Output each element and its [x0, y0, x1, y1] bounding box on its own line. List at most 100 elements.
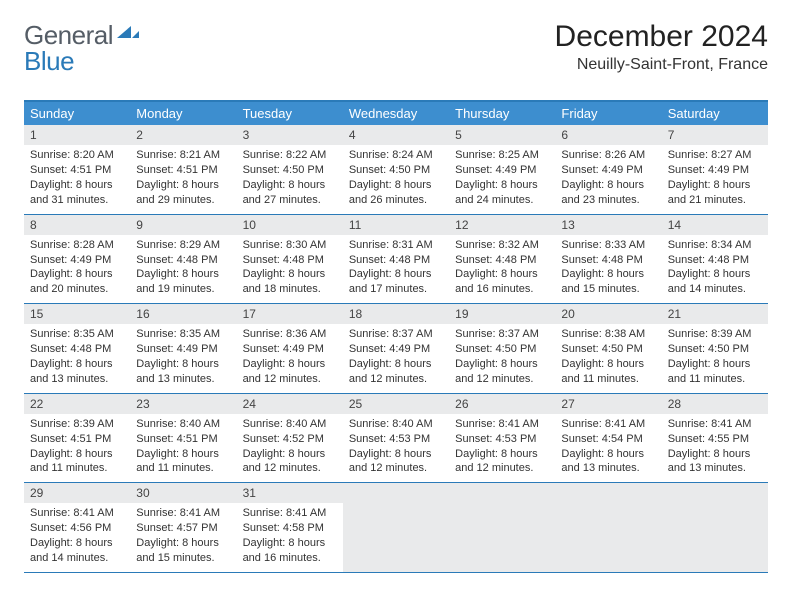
- day-cell: 25Sunrise: 8:40 AMSunset: 4:53 PMDayligh…: [343, 394, 449, 483]
- day-cell: 1Sunrise: 8:20 AMSunset: 4:51 PMDaylight…: [24, 125, 130, 214]
- sunrise-text: Sunrise: 8:37 AM: [349, 327, 443, 342]
- day-number: 6: [555, 125, 661, 145]
- sunrise-text: Sunrise: 8:31 AM: [349, 238, 443, 253]
- daylight-text-2: and 12 minutes.: [349, 461, 443, 476]
- day-number: 21: [662, 304, 768, 324]
- weeks-container: 1Sunrise: 8:20 AMSunset: 4:51 PMDaylight…: [24, 125, 768, 573]
- sunset-text: Sunset: 4:51 PM: [30, 163, 124, 178]
- day-number: 28: [662, 394, 768, 414]
- sunrise-text: Sunrise: 8:37 AM: [455, 327, 549, 342]
- daylight-text-1: Daylight: 8 hours: [349, 267, 443, 282]
- daylight-text-1: Daylight: 8 hours: [455, 357, 549, 372]
- daylight-text-1: Daylight: 8 hours: [455, 178, 549, 193]
- day-cell: 19 Sunrise: 8:37 AMSunset: 4:50 PMDayligh…: [449, 304, 555, 393]
- daylight-text-2: and 29 minutes.: [136, 193, 230, 208]
- daylight-text-1: Daylight: 8 hours: [136, 357, 230, 372]
- daylight-text-1: Daylight: 8 hours: [561, 178, 655, 193]
- sunrise-text: Sunrise: 8:22 AM: [243, 148, 337, 163]
- sunset-text: Sunset: 4:50 PM: [455, 342, 549, 357]
- daylight-text-2: and 14 minutes.: [30, 551, 124, 566]
- sunset-text: Sunset: 4:50 PM: [668, 342, 762, 357]
- sunrise-text: Sunrise: 8:40 AM: [349, 417, 443, 432]
- sunrise-text: Sunrise: 8:41 AM: [30, 506, 124, 521]
- sunset-text: Sunset: 4:55 PM: [668, 432, 762, 447]
- day-cell: 10Sunrise: 8:30 AMSunset: 4:48 PMDayligh…: [237, 215, 343, 304]
- day-number: 3: [237, 125, 343, 145]
- day-number: 17: [237, 304, 343, 324]
- day-number: 12: [449, 215, 555, 235]
- dow-friday: Friday: [555, 102, 661, 125]
- sunset-text: Sunset: 4:52 PM: [243, 432, 337, 447]
- day-number: 23: [130, 394, 236, 414]
- sunrise-text: Sunrise: 8:30 AM: [243, 238, 337, 253]
- sunrise-text: Sunrise: 8:41 AM: [136, 506, 230, 521]
- day-number: 27: [555, 394, 661, 414]
- day-number: 18: [343, 304, 449, 324]
- day-cell: 18Sunrise: 8:37 AMSunset: 4:49 PMDayligh…: [343, 304, 449, 393]
- daylight-text-2: and 24 minutes.: [455, 193, 549, 208]
- day-cell: 22Sunrise: 8:39 AMSunset: 4:51 PMDayligh…: [24, 394, 130, 483]
- sunrise-text: Sunrise: 8:36 AM: [243, 327, 337, 342]
- sunset-text: Sunset: 4:49 PM: [455, 163, 549, 178]
- day-number: 20: [555, 304, 661, 324]
- daylight-text-2: and 12 minutes.: [243, 372, 337, 387]
- daylight-text-2: and 21 minutes.: [668, 193, 762, 208]
- brand-mark-icon: [117, 20, 139, 45]
- sunrise-text: Sunrise: 8:20 AM: [30, 148, 124, 163]
- day-cell: 6Sunrise: 8:26 AMSunset: 4:49 PMDaylight…: [555, 125, 661, 214]
- daylight-text-1: Daylight: 8 hours: [243, 178, 337, 193]
- daylight-text-2: and 13 minutes.: [30, 372, 124, 387]
- day-number: 5: [449, 125, 555, 145]
- day-cell: 20Sunrise: 8:38 AMSunset: 4:50 PMDayligh…: [555, 304, 661, 393]
- sunrise-text: Sunrise: 8:24 AM: [349, 148, 443, 163]
- week-row: 22Sunrise: 8:39 AMSunset: 4:51 PMDayligh…: [24, 394, 768, 484]
- week-row: 8Sunrise: 8:28 AMSunset: 4:49 PMDaylight…: [24, 215, 768, 305]
- day-cell: 7Sunrise: 8:27 AMSunset: 4:49 PMDaylight…: [662, 125, 768, 214]
- day-cell: 8Sunrise: 8:28 AMSunset: 4:49 PMDaylight…: [24, 215, 130, 304]
- week-row: 15Sunrise: 8:35 AMSunset: 4:48 PMDayligh…: [24, 304, 768, 394]
- day-number: 30: [130, 483, 236, 503]
- sunset-text: Sunset: 4:48 PM: [668, 253, 762, 268]
- sunrise-text: Sunrise: 8:41 AM: [243, 506, 337, 521]
- sunrise-text: Sunrise: 8:25 AM: [455, 148, 549, 163]
- day-cell: 24Sunrise: 8:40 AMSunset: 4:52 PMDayligh…: [237, 394, 343, 483]
- sunset-text: Sunset: 4:48 PM: [561, 253, 655, 268]
- day-number: 29: [24, 483, 130, 503]
- day-number: 10: [237, 215, 343, 235]
- sunrise-text: Sunrise: 8:41 AM: [455, 417, 549, 432]
- day-cell: 16Sunrise: 8:35 AMSunset: 4:49 PMDayligh…: [130, 304, 236, 393]
- daylight-text-2: and 11 minutes.: [561, 372, 655, 387]
- day-cell: 23Sunrise: 8:40 AMSunset: 4:51 PMDayligh…: [130, 394, 236, 483]
- sunrise-text: Sunrise: 8:33 AM: [561, 238, 655, 253]
- day-number: 24: [237, 394, 343, 414]
- daylight-text-2: and 12 minutes.: [243, 461, 337, 476]
- day-number: 19: [449, 304, 555, 324]
- empty-day-cell: [343, 483, 449, 572]
- sunset-text: Sunset: 4:50 PM: [243, 163, 337, 178]
- day-cell: 2Sunrise: 8:21 AMSunset: 4:51 PMDaylight…: [130, 125, 236, 214]
- sunrise-text: Sunrise: 8:39 AM: [30, 417, 124, 432]
- sunset-text: Sunset: 4:50 PM: [561, 342, 655, 357]
- sunrise-text: Sunrise: 8:39 AM: [668, 327, 762, 342]
- day-number: 8: [24, 215, 130, 235]
- daylight-text-2: and 13 minutes.: [561, 461, 655, 476]
- daylight-text-2: and 31 minutes.: [30, 193, 124, 208]
- daylight-text-1: Daylight: 8 hours: [349, 357, 443, 372]
- day-cell: 15Sunrise: 8:35 AMSunset: 4:48 PMDayligh…: [24, 304, 130, 393]
- day-cell: 5 Sunrise: 8:25 AMSunset: 4:49 PMDaylight…: [449, 125, 555, 214]
- sunrise-text: Sunrise: 8:35 AM: [136, 327, 230, 342]
- daylight-text-2: and 27 minutes.: [243, 193, 337, 208]
- sunrise-text: Sunrise: 8:40 AM: [136, 417, 230, 432]
- sunset-text: Sunset: 4:51 PM: [30, 432, 124, 447]
- daylight-text-2: and 17 minutes.: [349, 282, 443, 297]
- dow-tuesday: Tuesday: [237, 102, 343, 125]
- daylight-text-2: and 14 minutes.: [668, 282, 762, 297]
- day-number: 7: [662, 125, 768, 145]
- days-of-week-row: Sunday Monday Tuesday Wednesday Thursday…: [24, 102, 768, 125]
- day-cell: 11Sunrise: 8:31 AMSunset: 4:48 PMDayligh…: [343, 215, 449, 304]
- daylight-text-1: Daylight: 8 hours: [30, 357, 124, 372]
- daylight-text-2: and 12 minutes.: [349, 372, 443, 387]
- daylight-text-2: and 15 minutes.: [136, 551, 230, 566]
- daylight-text-1: Daylight: 8 hours: [561, 267, 655, 282]
- day-cell: 29Sunrise: 8:41 AMSunset: 4:56 PMDayligh…: [24, 483, 130, 572]
